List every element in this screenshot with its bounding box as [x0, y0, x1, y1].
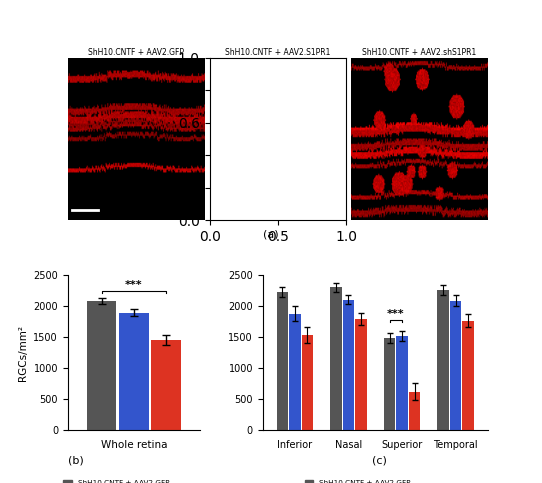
- Title: ShH10.CNTF + AAV2.S1PR1: ShH10.CNTF + AAV2.S1PR1: [225, 48, 331, 57]
- Legend: ShH10.CNTF + AAV2.GFP, ShH10.CNTF + AAV2.S1PR1, ShH10.CNTF + AAV2.shRNA-S1PR1: ShH10.CNTF + AAV2.GFP, ShH10.CNTF + AAV2…: [60, 477, 208, 483]
- Bar: [343, 299, 354, 430]
- Bar: [450, 301, 461, 430]
- Legend: ShH10.CNTF + AAV2.GFP, ShH10.CNTF + AAV2.S1PR1, ShH10.CNTF + AAV2.shRNA-S1PR1: ShH10.CNTF + AAV2.GFP, ShH10.CNTF + AAV2…: [302, 477, 449, 483]
- Bar: [276, 292, 288, 430]
- Text: (a): (a): [263, 229, 279, 240]
- Bar: [409, 392, 420, 430]
- Bar: [384, 338, 395, 430]
- Title: ShH10.CNTF + AAV2.shS1PR1: ShH10.CNTF + AAV2.shS1PR1: [363, 48, 477, 57]
- Y-axis label: RGCs/mm²: RGCs/mm²: [18, 325, 28, 381]
- Bar: [301, 335, 313, 430]
- Bar: [396, 336, 408, 430]
- Text: (c): (c): [372, 455, 387, 466]
- Bar: [462, 321, 474, 430]
- Bar: [87, 301, 117, 430]
- Bar: [151, 341, 181, 430]
- Text: (b): (b): [68, 455, 84, 466]
- Bar: [355, 319, 367, 430]
- Text: ***: ***: [387, 309, 405, 319]
- Text: ***: ***: [125, 280, 143, 290]
- Bar: [119, 313, 149, 430]
- Title: ShH10.CNTF + AAV2.GFP: ShH10.CNTF + AAV2.GFP: [88, 48, 184, 57]
- Bar: [330, 287, 341, 430]
- Bar: [289, 314, 301, 430]
- Bar: [437, 290, 449, 430]
